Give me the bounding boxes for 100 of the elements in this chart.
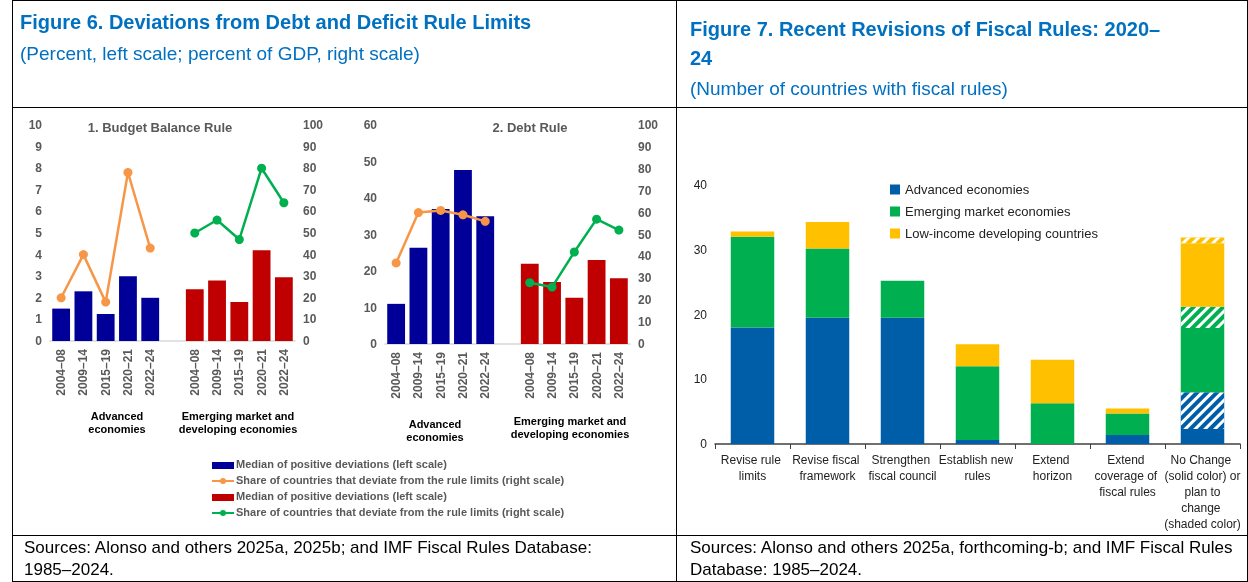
y2-tick-label: 40 xyxy=(638,249,652,264)
text: Emerging market and developing economies xyxy=(509,415,631,441)
bar xyxy=(476,216,495,344)
bar xyxy=(208,280,226,341)
y-tick-label: 5 xyxy=(35,226,43,240)
bar xyxy=(730,236,775,328)
y2-tick-label: 30 xyxy=(303,269,317,284)
bar xyxy=(955,344,1000,367)
y2-tick-label: 50 xyxy=(638,227,652,242)
y2-tick-label: 20 xyxy=(638,293,652,308)
bar xyxy=(52,308,71,341)
legend-label: Emerging market economies xyxy=(905,204,1071,219)
point xyxy=(436,205,446,215)
point xyxy=(101,297,111,307)
bar xyxy=(1105,413,1150,435)
bar xyxy=(454,169,472,344)
x-tick-label: 2020–21 xyxy=(254,348,269,396)
y2-tick-label: 10 xyxy=(638,315,652,330)
point xyxy=(391,258,401,268)
y2-tick-label: 10 xyxy=(303,312,317,327)
y2-tick-label: 50 xyxy=(303,226,317,240)
bar xyxy=(587,260,606,344)
y-tick-label: 8 xyxy=(35,161,43,176)
x-tick-label: 2015–19 xyxy=(98,348,113,396)
point xyxy=(145,243,155,253)
x-tick-label: 2015–19 xyxy=(433,351,448,399)
y-tick-label: 9 xyxy=(35,139,43,154)
annotation: 1. Budget Balance Rule xyxy=(86,120,234,135)
bar xyxy=(880,317,925,444)
text: Emerging market and developing economies xyxy=(177,410,299,436)
text: Advanced economies xyxy=(87,410,147,436)
bar xyxy=(805,221,850,249)
y-tick-label: 20 xyxy=(693,307,708,322)
x-tick-label: 2004–08 xyxy=(187,348,202,396)
x-tick-label: 2022–24 xyxy=(276,348,291,396)
bar xyxy=(609,278,628,344)
bar xyxy=(409,247,428,344)
x-tick-label: Establish new rules xyxy=(938,453,1017,483)
source-note: Sources: Alonso and others 2025a, 2025b; and IMF Fiscal Rules Database: 1985–2024. xyxy=(24,537,593,581)
y-tick-label: 7 xyxy=(35,182,43,197)
y-tick-label: 10 xyxy=(28,118,43,132)
x-tick-label: 2022–24 xyxy=(611,351,626,399)
y2-tick-label: 0 xyxy=(638,337,645,351)
bar xyxy=(252,250,271,341)
x-tick-label: Revise fiscal framework xyxy=(792,453,863,483)
point xyxy=(413,208,423,218)
bar xyxy=(387,303,406,344)
source-note: Sources: Alonso and others 2025a, forthcoming-b; and IMF Fiscal Rules Database: 1985–2024. xyxy=(690,537,1234,581)
x-tick-label: 2022–24 xyxy=(143,348,158,396)
point xyxy=(592,214,602,224)
point xyxy=(569,247,579,257)
y2-tick-label: 100 xyxy=(303,118,324,132)
x-tick-label: Extend horizon xyxy=(1032,453,1073,483)
point xyxy=(123,168,133,178)
point xyxy=(480,216,490,226)
x-tick-label: 2020–21 xyxy=(455,351,470,399)
point xyxy=(458,210,468,220)
y2-tick-label: 90 xyxy=(303,139,317,154)
point xyxy=(547,282,557,292)
bar xyxy=(96,314,115,341)
y-tick-label: 0 xyxy=(370,337,378,351)
y-tick-label: 10 xyxy=(693,372,708,387)
y-tick-label: 30 xyxy=(693,242,708,257)
bar xyxy=(1180,328,1225,393)
y2-tick-label: 90 xyxy=(638,139,652,154)
x-tick-label: 2004–08 xyxy=(522,351,537,399)
x-tick-label: 2015–19 xyxy=(567,351,582,399)
x-tick-label: 2009–14 xyxy=(545,351,560,399)
x-tick-label: 2009–14 xyxy=(76,348,91,396)
point xyxy=(525,278,535,288)
bar xyxy=(141,297,160,341)
x-tick-label: 2004–08 xyxy=(54,348,69,396)
y2-tick-label: 80 xyxy=(638,161,652,176)
y2-tick-label: 20 xyxy=(303,290,317,305)
bar xyxy=(565,297,584,344)
y-tick-label: 1 xyxy=(35,312,43,327)
y-tick-label: 10 xyxy=(363,300,378,315)
y-tick-label: 40 xyxy=(363,191,378,205)
bar xyxy=(805,317,850,444)
y-tick-label: 6 xyxy=(35,204,43,219)
chart-title: 2. Debt Rule xyxy=(491,120,569,135)
chart-title: Figure 7. Recent Revisions of Fiscal Rules: 2020–24 xyxy=(690,17,1162,71)
bar xyxy=(730,327,775,444)
bar xyxy=(955,440,1000,444)
bar xyxy=(1030,403,1075,444)
x-tick-label: No Change (solid color) or plan to change (shaded color) xyxy=(1164,453,1241,531)
x-tick-label: 2009–14 xyxy=(411,351,426,399)
bar xyxy=(1105,434,1150,444)
point xyxy=(257,163,267,173)
chart-subtitle: (Percent, left scale; percent of GDP, right scale) xyxy=(20,42,421,66)
y2-tick-label: 70 xyxy=(303,182,317,197)
bar xyxy=(955,366,1000,441)
point xyxy=(212,215,222,225)
x-tick-label: 2022–24 xyxy=(478,351,493,399)
bar xyxy=(230,302,249,341)
y-tick-label: 4 xyxy=(35,247,43,262)
y-tick-label: 2 xyxy=(35,290,43,305)
y-tick-label: 0 xyxy=(700,437,708,451)
y-tick-label: 30 xyxy=(363,227,378,242)
chart-subtitle: (Number of countries with fiscal rules) xyxy=(690,77,1009,101)
